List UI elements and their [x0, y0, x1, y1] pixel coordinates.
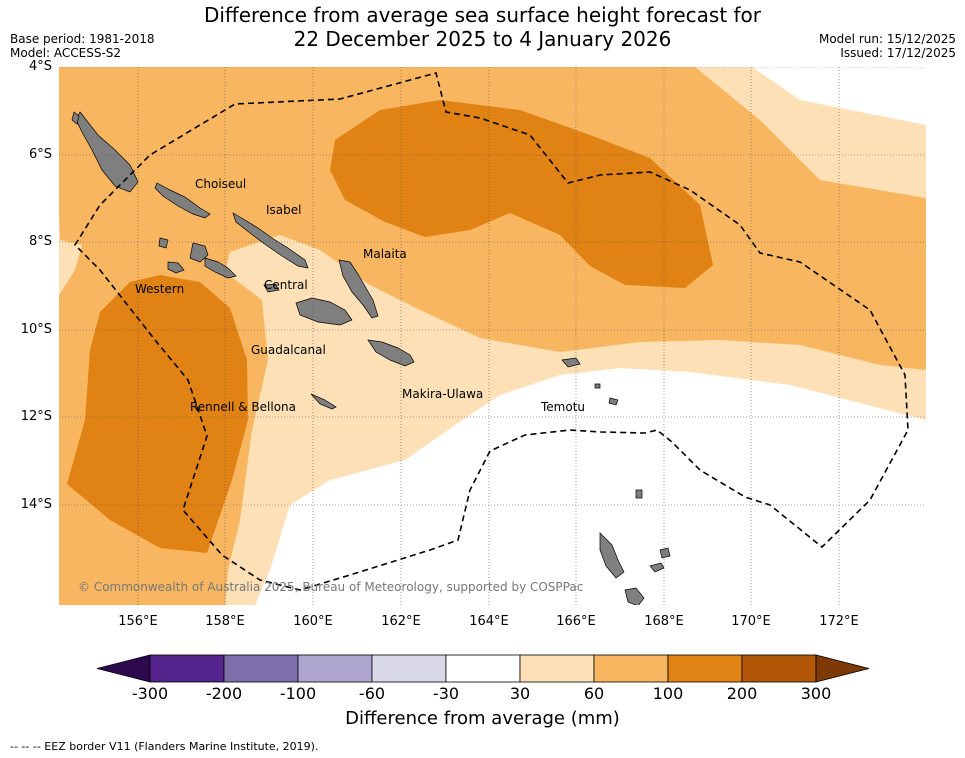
gridlines	[59, 67, 926, 605]
map-title-line2: 22 December 2025 to 4 January 2026	[293, 27, 672, 51]
copyright-text: © Commonwealth of Australia 2025, Bureau…	[78, 580, 584, 594]
colorbar-tick-label: 30	[509, 684, 531, 703]
contour-band-60-100	[59, 67, 926, 605]
colorbar-bin	[371, 654, 447, 683]
model-name: Model: ACCESS-S2	[10, 46, 122, 60]
guadalcanal-island	[295, 297, 353, 326]
label-rennell-bellona: Rennell & Bellona	[190, 400, 297, 414]
lon-tick-160e: 160°E	[293, 614, 333, 629]
colorbar-bin	[223, 654, 299, 683]
anomaly-field	[59, 67, 926, 605]
colorbar-title: Difference from average (mm)	[345, 708, 620, 729]
colorbar-tick-label: 300	[800, 684, 832, 703]
contour-band-100-200-western	[67, 275, 248, 553]
colorbar-bin	[593, 654, 669, 683]
colorbar-tick-label: -30	[432, 684, 460, 703]
label-western: Western	[135, 282, 185, 296]
nggela-island	[263, 283, 280, 293]
issued-date: Issued: 17/12/2025	[840, 46, 956, 60]
label-choiseul: Choiseul	[195, 177, 247, 191]
treasury-island	[158, 237, 169, 249]
contour-band-100-200-central	[330, 100, 713, 288]
colorbar-bin	[667, 654, 743, 683]
malaita-island	[338, 259, 379, 319]
colorbar-tick-label: 60	[583, 684, 605, 703]
colorbar-bin	[519, 654, 595, 683]
eez-border	[73, 72, 909, 591]
lon-tick-172e: 172°E	[819, 614, 859, 629]
colorbar-under-arrow	[96, 654, 151, 683]
lon-tick-168e: 168°E	[644, 614, 684, 629]
lat-tick-10s: 10°S	[20, 322, 52, 337]
base-period: Base period: 1981-2018	[10, 32, 155, 46]
kolombangara-island	[189, 242, 209, 263]
colorbar-over-arrow	[815, 654, 870, 683]
vella-lavella-island	[167, 261, 185, 274]
santa-cruz-island	[561, 357, 581, 368]
lon-tick-166e: 166°E	[556, 614, 596, 629]
label-central: Central	[264, 278, 308, 292]
forecast-map	[59, 67, 926, 605]
label-isabel: Isabel	[266, 203, 302, 217]
duff-island	[608, 397, 619, 406]
espiritu-santo-island	[599, 532, 625, 579]
eez-legend: -- -- -- EEZ border V11 (Flanders Marine…	[10, 740, 319, 753]
lat-tick-4s: 4°S	[28, 59, 52, 74]
label-malaita: Malaita	[363, 247, 407, 261]
colorbar-tick-label: -60	[358, 684, 386, 703]
pentecost-island	[659, 547, 671, 559]
makira-island	[367, 339, 415, 367]
colorbar-tick-label: 100	[652, 684, 684, 703]
lon-tick-170e: 170°E	[731, 614, 771, 629]
lon-tick-162e: 162°E	[381, 614, 421, 629]
lon-tick-158e: 158°E	[205, 614, 245, 629]
colorbar-bin	[297, 654, 373, 683]
malekula-island	[624, 587, 645, 605]
rennell-island	[310, 393, 337, 410]
model-run: Model run: 15/12/2025	[818, 32, 956, 46]
buka-island	[71, 111, 80, 125]
choiseul-island	[154, 182, 211, 219]
colorbar-tick-label: -100	[279, 684, 317, 703]
new-georgia-island	[204, 257, 237, 279]
bougainville-island	[75, 111, 139, 193]
banks-island	[635, 489, 643, 499]
map-title-line1: Difference from average sea surface heig…	[203, 3, 762, 27]
lat-tick-12s: 12°S	[20, 409, 52, 424]
lat-tick-14s: 14°S	[20, 497, 52, 512]
colorbar	[96, 654, 870, 683]
label-makira-ulawa: Makira-Ulawa	[402, 387, 484, 401]
lat-tick-8s: 8°S	[28, 234, 52, 249]
isabel-island	[232, 212, 309, 269]
lat-tick-6s: 6°S	[28, 147, 52, 162]
colorbar-bin	[741, 654, 817, 683]
tinakula-island	[594, 383, 601, 389]
colorbar-bin	[445, 654, 521, 683]
lon-tick-156e: 156°E	[118, 614, 158, 629]
lon-tick-164e: 164°E	[469, 614, 509, 629]
colorbar-tick-label: -300	[131, 684, 169, 703]
label-temotu: Temotu	[541, 400, 586, 414]
label-guadalcanal: Guadalcanal	[251, 343, 326, 357]
colorbar-tick-label: 200	[726, 684, 758, 703]
colorbar-bin	[149, 654, 225, 683]
colorbar-tick-label: -200	[205, 684, 243, 703]
islands	[71, 111, 671, 605]
